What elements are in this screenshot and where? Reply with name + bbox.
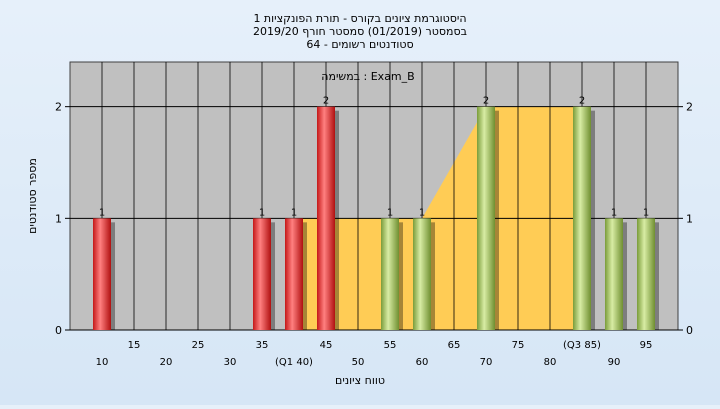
bars-layer [93,106,659,331]
x-tick-label: 15 [128,340,141,351]
x-tick-label: 70 [480,357,493,368]
y-tick-label-left: 0 [55,324,62,337]
x-tick-labels: 15 25 35 45 55 65 75 (Q3 85) 95 10 20 30 (Q1 40) 50 60… [96,340,653,368]
y-tick-label-right: 2 [686,101,693,114]
bar-value-label: 1 [419,207,425,218]
histogram-bar [93,218,111,330]
x-tick-label: 90 [608,357,621,368]
x-tick-label: 60 [416,357,429,368]
bar-value-label: 1 [291,207,297,218]
histogram-bar [285,218,303,330]
chart-title: היסטוגרמת ציונים בקורס - תורת הפונקציות … [253,12,467,51]
x-tick-label: 50 [352,357,365,368]
bar-value-label: 1 [611,207,617,218]
histogram-bar [381,218,399,330]
chart-title-line-1: היסטוגרמת ציונים בקורס - תורת הפונקציות … [253,12,466,25]
x-tick-label: 45 [320,340,333,351]
chart-title-line-3: סטודנטים רשומים - 64 [306,38,413,51]
bar-value-label: 1 [643,207,649,218]
histogram-bar [413,218,431,330]
x-tick-label: (Q3 85) [563,340,601,351]
bar-value-label: 2 [483,96,489,107]
bar-value-label: 1 [387,207,393,218]
x-axis-label: טווח ציונים [335,374,385,387]
x-tick-label: 80 [544,357,557,368]
chart-title-line-2: בסמסטר (01/2019) סמסטר חורף 2019/20 [253,25,467,38]
x-tick-label: 55 [384,340,397,351]
x-tick-label: 95 [640,340,653,351]
y-tick-label-right: 0 [686,324,693,337]
x-tick-label: 10 [96,357,109,368]
y-tick-label-right: 1 [686,212,693,225]
y-tick-label-left: 2 [55,101,62,114]
histogram-bar [253,218,271,330]
histogram-bar [317,106,335,331]
bar-value-label: 1 [259,207,265,218]
bar-value-label: 2 [323,96,329,107]
histogram-bar [637,218,655,330]
x-tick-label: 75 [512,340,525,351]
histogram-bar [573,106,591,331]
x-tick-label: 25 [192,340,205,351]
histogram-bar [605,218,623,330]
bar-value-label: 1 [99,207,105,218]
x-tick-label: 30 [224,357,237,368]
bar-value-label: 2 [579,96,585,107]
y-axis-label: מספר סטודנטים [26,158,39,234]
x-tick-label: 20 [160,357,173,368]
x-tick-label: (Q1 40) [275,357,313,368]
x-tick-label: 65 [448,340,461,351]
histogram-bar [477,106,495,331]
y-tick-labels: 0 0 1 1 2 2 [55,101,693,337]
chart-subtitle: במשימה : Exam_B [321,70,414,83]
y-tick-label-left: 1 [55,212,62,225]
bar-labels-layer: 1 1 1 2 1 1 2 2 1 1 [99,96,649,219]
x-tick-label: 35 [256,340,269,351]
